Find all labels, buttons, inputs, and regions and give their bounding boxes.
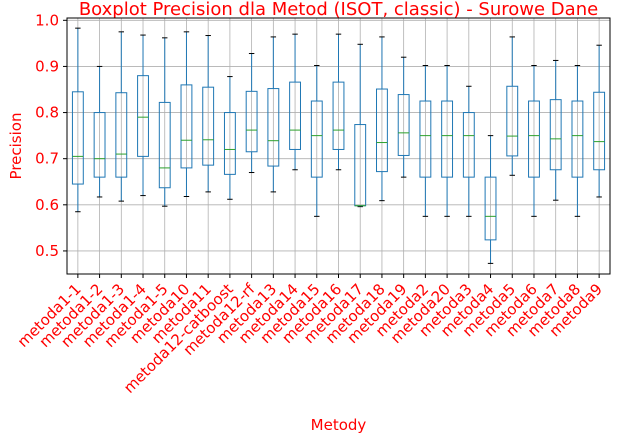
box-metoda3 [462,85,475,217]
box-metoda10 [180,31,193,198]
box-metoda15 [310,65,323,217]
box-metoda8 [571,65,584,217]
box-iqr [267,88,280,167]
box-metoda5 [506,36,519,176]
box-metoda14 [289,33,301,171]
y-tick-label: 0.6 [35,196,59,214]
box-metoda9 [593,44,606,198]
box-iqr [462,112,475,178]
y-tick-label: 0.9 [35,57,59,75]
box-metoda1-1 [71,27,84,213]
box-metoda12-rf [245,53,258,174]
box-metoda1-5 [158,37,171,207]
box-iqr [332,81,345,150]
box-iqr [158,101,171,189]
box-iqr [223,112,236,175]
box-metoda12-catboost [223,76,236,200]
box-iqr [506,85,519,157]
box-metoda11 [202,35,215,193]
y-tick-label: 1.0 [35,11,59,29]
x-axis: metoda1-1metoda1-2metoda1-3metoda1-4meto… [14,274,606,397]
box-iqr [115,92,128,178]
box-iqr [528,100,540,178]
box-metoda13 [267,36,280,193]
box-metoda1-4 [137,34,149,197]
box-metoda4 [484,135,497,264]
box-iqr [180,84,193,169]
box-iqr [202,86,215,166]
box-iqr [71,91,84,185]
box-metoda2 [419,65,432,217]
box-metoda20 [441,65,454,217]
box-metoda1-3 [115,31,128,202]
box-iqr [571,100,584,178]
box-iqr [549,99,562,171]
box-metoda6 [528,65,540,217]
box-iqr [419,100,432,178]
y-axis-label: Precision [7,113,25,180]
box-metoda17 [354,43,367,208]
box-iqr [245,90,258,153]
box-iqr [137,75,149,157]
box-metoda7 [549,59,562,201]
box-metoda1-2 [93,65,106,198]
boxes [71,27,606,264]
box-iqr [93,112,106,178]
box-metoda18 [376,36,388,202]
box-iqr [441,100,454,178]
y-axis: 0.5 0.6 0.7 0.8 0.9 1.0 [35,11,67,260]
y-tick-label: 0.7 [35,150,59,168]
box-iqr [310,100,323,178]
y-tick-label: 0.8 [35,104,59,122]
x-axis-label: Metody [311,416,367,434]
chart-title: Boxplot Precision dla Metod (ISOT, class… [79,0,598,20]
box-metoda16 [332,33,345,171]
box-metoda19 [397,56,410,178]
box-iqr [397,94,410,156]
box-iqr [593,91,606,171]
box-iqr [376,88,388,173]
box-iqr [484,176,497,241]
y-tick-label: 0.5 [35,242,59,260]
box-iqr [289,81,301,150]
